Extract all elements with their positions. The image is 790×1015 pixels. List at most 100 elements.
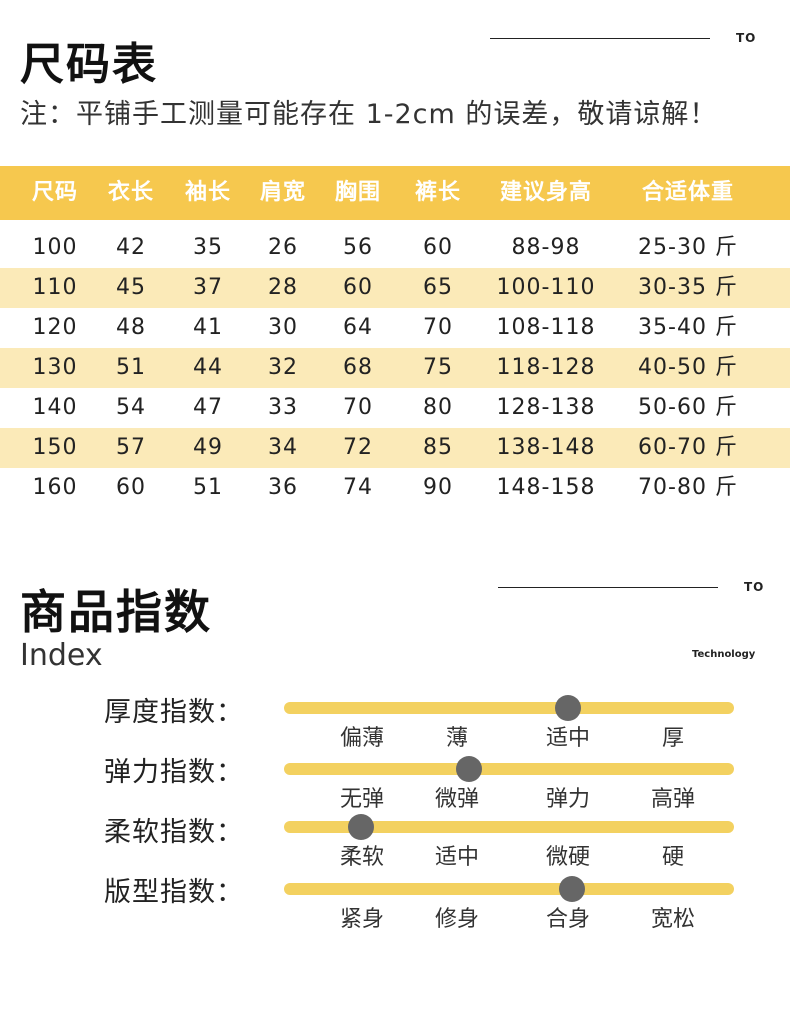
table-cell: 26: [268, 235, 298, 260]
table-cell: 33: [268, 395, 298, 420]
product-index-subtitle: Index: [20, 638, 103, 673]
table-cell: 41: [193, 315, 223, 340]
product-index-divider: [498, 587, 718, 588]
table-cell: 148-158: [496, 475, 596, 500]
table-cell: 57: [116, 435, 146, 460]
table-row: [0, 268, 790, 308]
table-cell: 42: [116, 235, 146, 260]
table-cell: 138-148: [496, 435, 596, 460]
table-cell: 32: [268, 355, 298, 380]
table-header-cell: 衣长: [107, 180, 154, 205]
table-cell: 70-80 斤: [638, 475, 738, 500]
index-option-label: 弹力: [545, 787, 590, 812]
table-header-cell: 合适体重: [641, 180, 734, 205]
index-option-label: 紧身: [339, 907, 384, 932]
table-cell: 150: [32, 435, 78, 460]
index-track: [284, 883, 734, 895]
table-cell: 110: [32, 275, 78, 300]
index-knob: [347, 814, 374, 840]
product-index-title: 商品指数: [20, 585, 212, 639]
table-cell: 72: [343, 435, 373, 460]
table-cell: 35: [193, 235, 223, 260]
table-cell: 130: [32, 355, 78, 380]
index-label: 版型指数：: [104, 877, 244, 908]
table-cell: 108-118: [496, 315, 596, 340]
table-cell: 60-70 斤: [638, 435, 738, 460]
table-cell: 128-138: [496, 395, 596, 420]
index-knob: [455, 756, 482, 782]
index-knob: [554, 695, 581, 721]
index-track: [284, 702, 734, 714]
table-header-cell: 尺码: [31, 180, 78, 205]
table-cell: 48: [116, 315, 146, 340]
table-cell: 44: [193, 355, 223, 380]
table-cell: 88-98: [511, 235, 581, 260]
index-option-label: 高弹: [650, 787, 695, 812]
table-header-cell: 袖长: [184, 180, 231, 205]
table-cell: 36: [268, 475, 298, 500]
index-option-label: 柔软: [339, 845, 384, 870]
index-option-label: 薄: [445, 726, 468, 751]
technology-tag: Technology: [692, 649, 756, 660]
table-cell: 51: [193, 475, 223, 500]
index-option-label: 无弹: [339, 787, 384, 812]
table-cell: 160: [32, 475, 78, 500]
table-cell: 118-128: [496, 355, 596, 380]
index-option-label: 修身: [434, 907, 479, 932]
table-cell: 49: [193, 435, 223, 460]
table-cell: 30: [268, 315, 298, 340]
size-chart-tag: TO: [736, 31, 757, 45]
table-cell: 34: [268, 435, 298, 460]
index-knob: [559, 876, 585, 902]
table-row: [0, 348, 790, 388]
table-cell: 30-35 斤: [638, 275, 738, 300]
table-cell: 64: [343, 315, 373, 340]
index-track: [284, 763, 734, 775]
table-header-cell: 胸围: [334, 180, 381, 205]
table-cell: 74: [343, 475, 373, 500]
table-cell: 60: [343, 275, 373, 300]
index-option-label: 适中: [545, 726, 590, 751]
table-cell: 54: [116, 395, 146, 420]
table-cell: 100-110: [496, 275, 596, 300]
table-cell: 75: [423, 355, 453, 380]
index-label: 厚度指数：: [104, 697, 244, 728]
table-cell: 50-60 斤: [638, 395, 738, 420]
size-chart-divider: [490, 38, 710, 39]
table-cell: 65: [423, 275, 453, 300]
product-index-tag: TO: [744, 580, 765, 594]
table-cell: 120: [32, 315, 78, 340]
table-cell: 100: [32, 235, 78, 260]
table-cell: 68: [343, 355, 373, 380]
table-cell: 60: [423, 235, 453, 260]
index-option-label: 厚: [661, 726, 684, 751]
size-table-header-bar: [0, 166, 790, 220]
table-header-cell: 肩宽: [259, 180, 306, 205]
table-cell: 35-40 斤: [638, 315, 738, 340]
index-option-label: 硬: [661, 845, 684, 870]
index-option-label: 微弹: [434, 787, 479, 812]
index-option-label: 适中: [434, 845, 479, 870]
measurement-note: 注：平铺手工测量可能存在 1-2cm 的误差，敬请谅解！: [20, 99, 718, 130]
table-header-cell: 裤长: [414, 180, 461, 205]
table-cell: 51: [116, 355, 146, 380]
size-chart-title: 尺码表: [20, 39, 158, 90]
table-cell: 85: [423, 435, 453, 460]
table-cell: 45: [116, 275, 146, 300]
table-cell: 90: [423, 475, 453, 500]
table-cell: 28: [268, 275, 298, 300]
table-cell: 40-50 斤: [638, 355, 738, 380]
table-cell: 140: [32, 395, 78, 420]
table-cell: 70: [423, 315, 453, 340]
index-label: 柔软指数：: [104, 817, 244, 848]
index-option-label: 合身: [545, 907, 590, 932]
table-cell: 47: [193, 395, 223, 420]
table-cell: 56: [343, 235, 373, 260]
table-cell: 25-30 斤: [638, 235, 738, 260]
table-cell: 37: [193, 275, 223, 300]
table-header-cell: 建议身高: [499, 180, 592, 205]
index-option-label: 宽松: [650, 907, 695, 932]
table-cell: 60: [116, 475, 146, 500]
table-row: [0, 428, 790, 468]
index-option-label: 微硬: [545, 845, 590, 870]
